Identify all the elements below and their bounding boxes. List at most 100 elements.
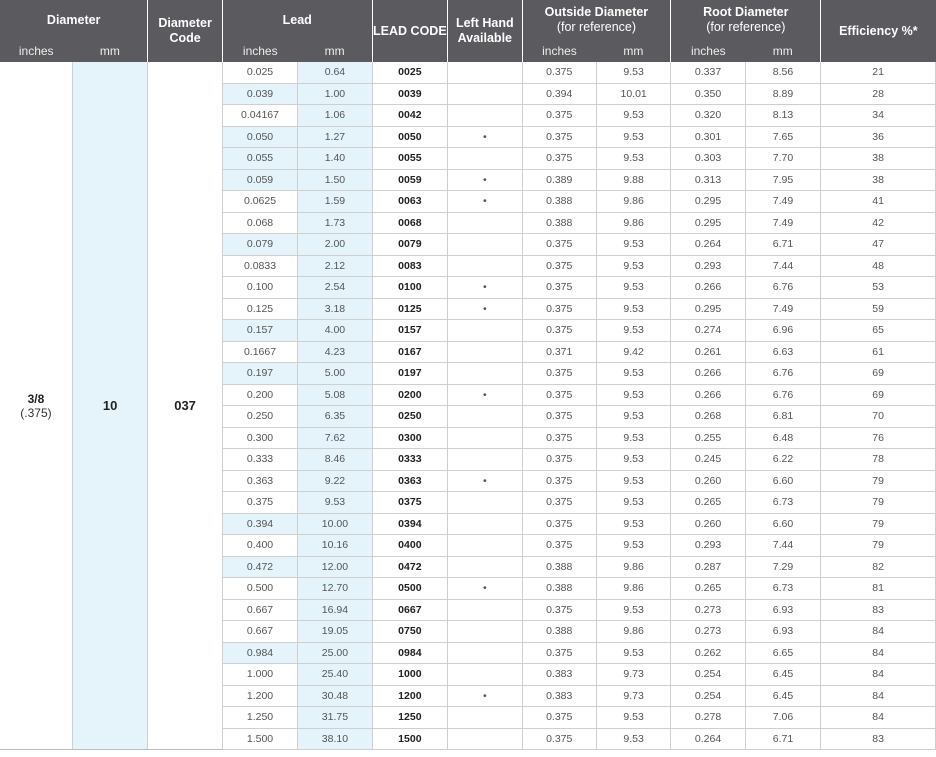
left-hand-cell	[447, 341, 522, 363]
efficiency-cell: 84	[820, 663, 936, 686]
outside-dia-inches-cell: 0.375	[521, 319, 597, 342]
table-row: 0.100 2.54 0100 • 0.375 9.53 0.266 6.76 53	[0, 276, 936, 299]
lead-mm-cell: 9.22	[297, 470, 373, 492]
lead-mm-cell: 2.54	[297, 276, 373, 299]
lead-inches-cell: 0.050	[221, 126, 298, 148]
left-hand-cell: •	[447, 577, 522, 600]
table-row: 0.157 4.00 0157 0.375 9.53 0.274 6.96 65	[0, 319, 936, 342]
left-hand-cell: •	[447, 470, 522, 492]
header-diameter-code-label: Diameter Code	[158, 16, 212, 45]
left-hand-cell	[447, 728, 522, 750]
lead-code-cell: 0167	[371, 341, 448, 363]
outside-dia-mm-cell: 9.73	[595, 685, 671, 707]
lead-inches-cell: 0.100	[221, 276, 298, 299]
lead-code-cell: 0200	[371, 384, 448, 406]
outside-dia-mm-cell: 9.53	[595, 126, 671, 148]
root-dia-mm-cell: 6.81	[744, 405, 821, 428]
lead-mm-cell: 19.05	[297, 620, 373, 643]
outside-dia-mm-cell: 9.53	[595, 427, 671, 449]
lead-mm-cell: 25.40	[297, 663, 373, 686]
left-hand-cell	[447, 362, 522, 385]
lead-inches-cell: 0.472	[221, 556, 298, 578]
lead-mm-cell: 38.10	[297, 728, 373, 750]
left-hand-cell	[447, 599, 522, 621]
lead-code-cell: 1250	[371, 706, 448, 729]
outside-dia-inches-cell: 0.375	[521, 642, 597, 664]
efficiency-cell: 84	[820, 642, 936, 664]
table-row: 0.250 6.35 0250 0.375 9.53 0.268 6.81 70	[0, 405, 936, 428]
root-dia-inches-cell: 0.320	[670, 104, 746, 127]
header-outside-ref: (for reference)	[556, 20, 637, 34]
root-dia-mm-cell: 6.45	[744, 663, 821, 686]
root-dia-mm-cell: 6.22	[744, 448, 821, 471]
lead-inches-cell: 0.250	[221, 405, 298, 428]
root-dia-mm-cell: 7.70	[744, 147, 821, 170]
table-row: 0.1667 4.23 0167 0.371 9.42 0.261 6.63 61	[0, 341, 936, 363]
outside-dia-inches-cell: 0.375	[521, 427, 597, 449]
left-hand-cell	[447, 212, 522, 234]
lead-mm-cell: 1.27	[297, 126, 373, 148]
lead-code-cell: 0472	[371, 556, 448, 578]
table-row: 3/8 (.375) 10 037 0.025 0.64 0025 0.375 9.53 0.33…	[0, 62, 936, 750]
root-dia-inches-cell: 0.295	[670, 190, 746, 213]
lead-inches-cell: 0.363	[221, 470, 298, 492]
outside-dia-inches-cell: 0.388	[521, 620, 597, 643]
root-dia-mm-cell: 6.93	[744, 620, 821, 643]
unit-dia-inches: inches	[0, 40, 73, 62]
left-hand-cell	[447, 255, 522, 277]
lead-mm-cell: 1.59	[297, 190, 373, 213]
lead-code-cell: 0063	[371, 190, 448, 213]
root-dia-inches-cell: 0.245	[670, 448, 746, 471]
root-dia-inches-cell: 0.260	[670, 470, 746, 492]
lead-inches-cell: 0.400	[221, 534, 298, 557]
root-dia-inches-cell: 0.278	[670, 706, 746, 729]
lead-inches-cell: 0.04167	[221, 104, 298, 127]
efficiency-cell: 84	[820, 685, 936, 707]
lead-mm-cell: 0.64	[297, 62, 373, 84]
table-row: 0.333 8.46 0333 0.375 9.53 0.245 6.22 78	[0, 448, 936, 471]
outside-dia-inches-cell: 0.375	[521, 362, 597, 385]
table-row: 0.04167 1.06 0042 0.375 9.53 0.320 8.13 34	[0, 104, 936, 127]
root-dia-inches-cell: 0.274	[670, 319, 746, 342]
efficiency-cell: 21	[820, 62, 936, 84]
lead-mm-cell: 2.12	[297, 255, 373, 277]
outside-dia-mm-cell: 9.53	[595, 147, 671, 170]
outside-dia-mm-cell: 9.53	[595, 276, 671, 299]
lead-code-cell: 0055	[371, 147, 448, 170]
efficiency-cell: 84	[820, 620, 936, 643]
diameter-inches-cell: 3/8 (.375)	[0, 62, 73, 750]
left-hand-cell: •	[447, 190, 522, 213]
outside-dia-inches-cell: 0.375	[521, 405, 597, 428]
efficiency-cell: 42	[820, 212, 936, 234]
table-row: 0.050 1.27 0050 • 0.375 9.53 0.301 7.65 36	[0, 126, 936, 148]
lead-inches-cell: 0.055	[221, 147, 298, 170]
header-root-ref: (for reference)	[706, 20, 786, 34]
outside-dia-mm-cell: 9.88	[595, 169, 671, 191]
diameter-decimal: (.375)	[20, 405, 52, 420]
table-row: 0.394 10.00 0394 0.375 9.53 0.260 6.60 79	[0, 513, 936, 535]
table-row: 0.472 12.00 0472 0.388 9.86 0.287 7.29 82	[0, 556, 936, 578]
root-dia-mm-cell: 6.76	[744, 384, 821, 406]
left-hand-cell	[447, 534, 522, 557]
outside-dia-inches-cell: 0.388	[521, 190, 597, 213]
lead-inches-cell: 0.333	[221, 448, 298, 471]
lead-mm-cell: 4.00	[297, 319, 373, 342]
lead-inches-cell: 1.200	[221, 685, 298, 707]
outside-dia-inches-cell: 0.375	[521, 62, 597, 84]
root-dia-inches-cell: 0.254	[670, 663, 746, 686]
lead-inches-cell: 1.250	[221, 706, 298, 729]
outside-dia-inches-cell: 0.375	[521, 599, 597, 621]
lead-inches-cell: 0.157	[221, 319, 298, 342]
header-outside-diameter: Outside Diameter (for reference)	[521, 0, 671, 40]
table-row: 0.400 10.16 0400 0.375 9.53 0.293 7.44 79	[0, 534, 936, 557]
outside-dia-mm-cell: 9.53	[595, 384, 671, 406]
left-hand-cell: •	[447, 384, 522, 406]
unit-lead-mm: mm	[297, 40, 373, 62]
root-dia-inches-cell: 0.313	[670, 169, 746, 191]
outside-dia-inches-cell: 0.375	[521, 276, 597, 299]
efficiency-cell: 38	[820, 147, 936, 170]
lead-code-cell: 0059	[371, 169, 448, 191]
root-dia-inches-cell: 0.261	[670, 341, 746, 363]
lead-mm-cell: 31.75	[297, 706, 373, 729]
outside-dia-mm-cell: 9.53	[595, 491, 671, 514]
